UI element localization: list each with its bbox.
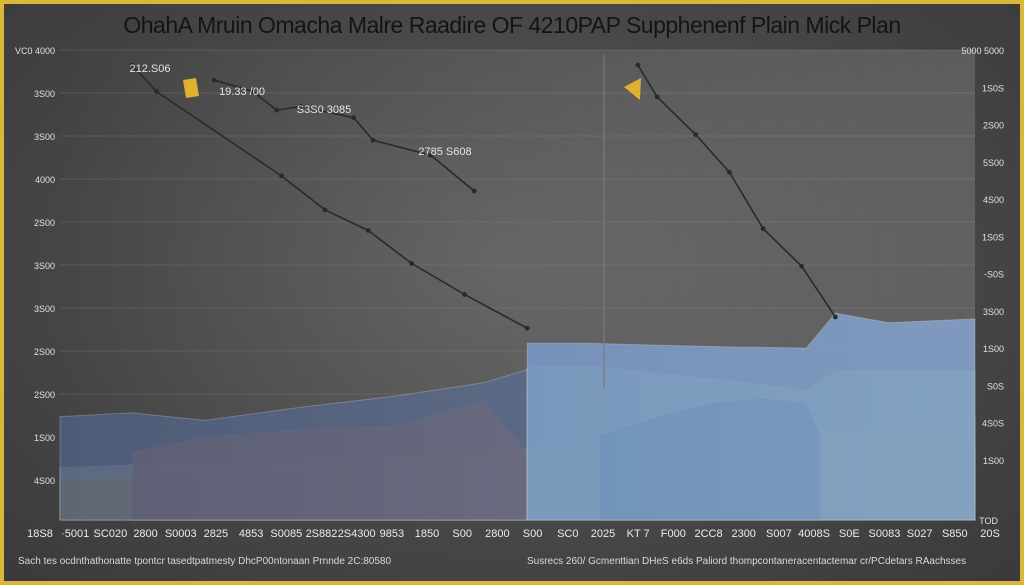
y-tick-left: 3S00 — [34, 89, 55, 99]
y-tick-left: VC0 4000 — [15, 46, 55, 56]
y-tick-right: 1S00 — [983, 344, 1004, 354]
y-tick-left: 3S00 — [34, 261, 55, 271]
line-point — [370, 137, 376, 143]
line-series-1 — [213, 79, 475, 192]
marker-right — [624, 78, 641, 100]
area-series — [59, 50, 976, 521]
x-tick-label: 1850 — [415, 528, 439, 540]
y-tick-left: 1S00 — [34, 433, 55, 443]
line-point — [693, 132, 699, 138]
y-tick-right: 1S00 — [983, 456, 1004, 466]
x-tick-label: S0085 — [270, 528, 302, 540]
x-tick-label: S0003 — [165, 528, 197, 540]
line-series — [129, 62, 838, 331]
marker-left — [183, 78, 199, 98]
x-tick-label: ·5001 — [61, 528, 89, 540]
x-tick-label: 20S — [980, 528, 1000, 540]
x-tick-label: S850 — [942, 528, 968, 540]
x-tick-label: 2S4300 — [338, 528, 376, 540]
line-point — [654, 94, 660, 100]
x-tick-label: KT 7 — [627, 528, 650, 540]
line-point — [471, 188, 477, 194]
x-axis-labels: 18S8 ·5001 SC020 2800 S0003 2825 4853 S0085 2S88… — [27, 528, 1000, 540]
x-tick-label: 2800 — [133, 528, 157, 540]
y-tick-right: 4S00 — [983, 195, 1004, 205]
line-point — [428, 152, 434, 158]
line-point — [279, 173, 284, 179]
x-tick-label: SC0 — [557, 528, 578, 540]
x-tick-label: 2800 — [485, 528, 509, 540]
y-tick-right: 4S0S — [982, 419, 1004, 429]
line-point — [250, 88, 256, 94]
chart-title: OhahA Mruin Omacha Malre Raadire OF 4210… — [123, 12, 901, 38]
x-tick-label: 2825 — [204, 528, 228, 540]
y-tick-right: 5S00 — [983, 158, 1004, 168]
data-label: S3S0 3085 — [297, 104, 351, 116]
line-point — [322, 207, 328, 213]
y-tick-left: 2S00 — [34, 347, 55, 357]
markers — [183, 78, 641, 100]
line-point — [365, 228, 371, 233]
x-tick-label: 4853 — [239, 528, 263, 540]
y-tick-left: 3S00 — [34, 132, 55, 142]
right-axis-labels: 5000 5000 1S0S 2S00 5S00 4S00 1S0S -S0S 3S00 1S0… — [961, 46, 1004, 526]
y-tick-left: 4S00 — [34, 476, 55, 486]
line-point — [298, 104, 304, 109]
x-tick-label: 9853 — [380, 528, 404, 540]
y-tick-right: S0S — [987, 381, 1004, 391]
footer-source-left: Sach tes ocdnthathonatte tpontcr tasedtp… — [18, 556, 392, 567]
y-tick-left: 2S00 — [34, 390, 55, 400]
left-axis-labels: VC0 4000 3S00 3S00 4000 2S00 3S00 3S00 2S00 2S00… — [15, 46, 55, 486]
footer-source-right: Susrecs 260/ Gcmenttian DHeS e6ds Palior… — [527, 556, 967, 567]
line-point — [409, 260, 414, 266]
data-label: 212.S06 — [130, 63, 171, 75]
y-tick-left: 2S00 — [34, 218, 55, 228]
line-point — [635, 62, 641, 68]
x-tick-label: F000 — [661, 528, 686, 540]
x-tick-label: S007 — [766, 528, 792, 540]
y-tick-left: 3S00 — [34, 304, 55, 314]
line-point — [760, 226, 766, 232]
line-point — [726, 169, 732, 175]
line-point — [462, 292, 467, 297]
x-tick-label: SC020 — [94, 528, 128, 540]
x-tick-label: S0E — [839, 528, 860, 540]
x-tick-label: S00 — [523, 528, 543, 540]
line-point — [832, 314, 838, 320]
x-tick-label: 2300 — [731, 528, 755, 540]
x-tick-label: S00 — [452, 528, 472, 540]
y-tick-right: -S0S — [984, 270, 1004, 280]
y-tick-right: 2S00 — [983, 121, 1004, 131]
line-point — [351, 115, 357, 121]
y-tick-left: 4000 — [35, 175, 55, 185]
y-tick-right: 1S0S — [982, 83, 1004, 93]
x-tick-label: S027 — [907, 528, 933, 540]
line-point — [524, 325, 530, 331]
x-tick-label: 2S882 — [306, 528, 338, 540]
line-point — [799, 263, 805, 269]
area-sheen — [60, 50, 975, 520]
x-tick-label: S0083 — [869, 528, 901, 540]
y-tick-right: 1S0S — [982, 232, 1004, 242]
x-tick-label: 2CC8 — [694, 528, 722, 540]
data-label: 2785 S608 — [418, 146, 471, 158]
x-tick-label: 4008S — [798, 528, 830, 540]
annotations: 212.S06 19.33 /00 S3S0 3085 2785 S608 — [130, 63, 472, 158]
y-tick-right: 5000 5000 — [961, 46, 1004, 56]
data-label: 19.33 /00 — [219, 86, 265, 98]
line-point — [129, 62, 135, 68]
y-tick-right: 3S00 — [983, 307, 1004, 317]
x-tick-label: 2025 — [591, 528, 615, 540]
x-tick-label: 18S8 — [27, 528, 53, 540]
line-point — [211, 77, 217, 83]
line-point — [274, 107, 280, 113]
line-series-0 — [131, 64, 528, 329]
y-tick-right: TOD — [979, 516, 998, 526]
line-point — [153, 88, 159, 94]
